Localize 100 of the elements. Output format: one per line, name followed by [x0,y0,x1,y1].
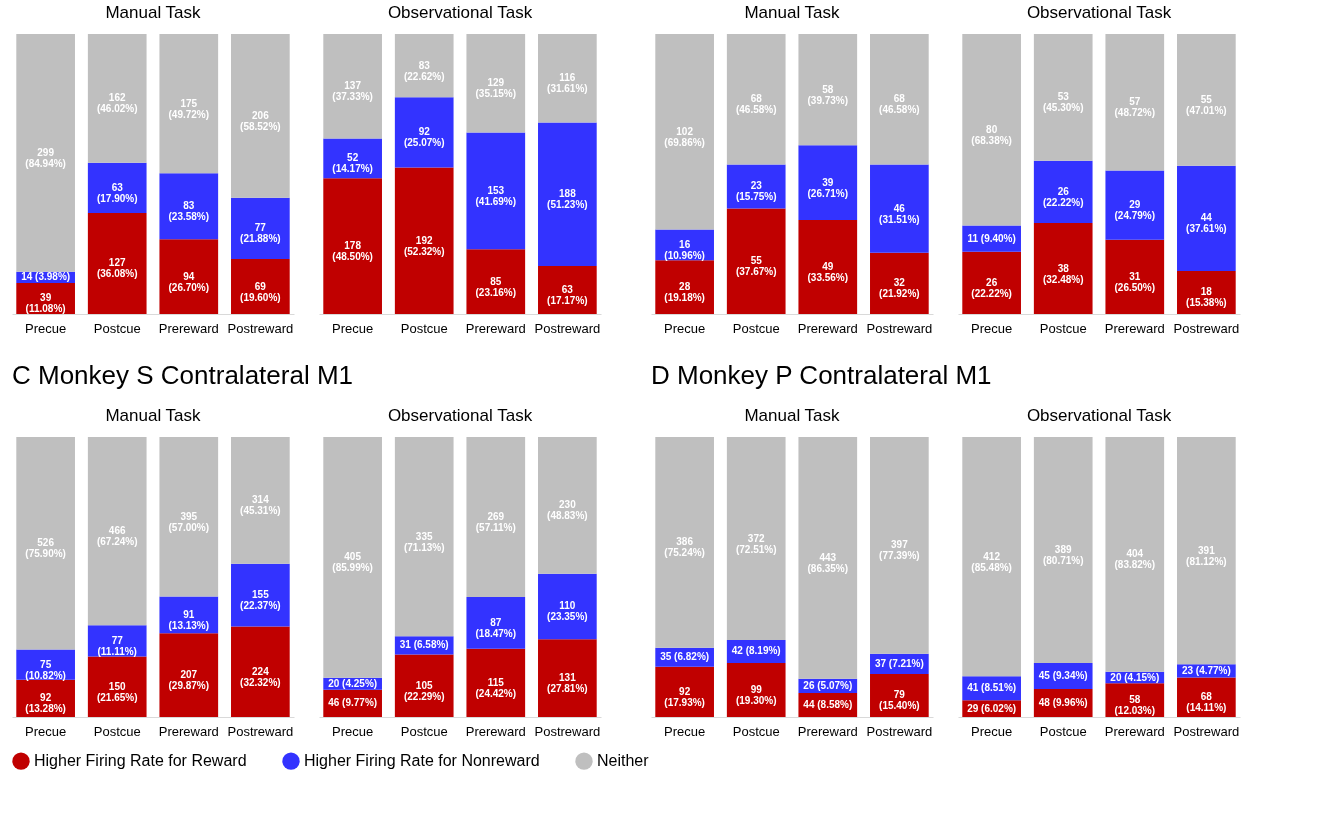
data-label: 69 (19.60%) [240,280,281,303]
data-label: 55 (37.67%) [735,255,777,278]
bar [1033,160,1093,224]
data-label: 68 (46.58%) [879,93,920,116]
data-label: 178 (48.50%) [332,240,373,263]
bar [394,97,454,168]
bar [394,654,454,717]
bar [870,437,929,654]
x-tick-label: Precue [971,320,1013,336]
data-label: 83 (23.58%) [168,200,210,223]
bar [798,34,858,146]
text: D Monkey P Contralateral M1 [651,360,992,390]
x-tick-label: Postcue [732,320,780,336]
bar [538,437,597,574]
bar [870,34,929,165]
chart-title: Manual Task [105,3,202,22]
data-label: 16 (10.96%) [664,238,705,261]
x-tick-label: Precue [332,320,374,336]
bar [726,208,786,314]
bar [231,626,290,717]
data-label: 38 (32.48%) [1042,262,1084,285]
data-label: 32 (21.92%) [879,277,920,300]
data-label: 75 (10.82%) [25,658,66,681]
x-tick-label: Prereward [1104,320,1165,336]
chart-title: Observational Task [1026,406,1172,425]
bar [159,239,219,314]
data-label: 175 (49.72%) [168,97,210,120]
x-tick-label: Postreward [866,723,933,739]
data-label: 389 (80.71%) [1042,543,1084,566]
legend-label: Neither [597,752,650,770]
data-label: 404 (83.82%) [1114,548,1156,571]
data-label: 77 (11.11%) [97,634,137,657]
data-label: 314 (45.31%) [240,494,281,517]
data-label: 41 (8.51%) [967,682,1017,694]
data-label: 153 (41.69%) [475,184,517,207]
bar [394,437,454,637]
bar [962,34,1021,226]
x-tick-label: Postcue [93,723,141,739]
data-label: 94 (26.70%) [168,270,210,293]
data-label: 55 (47.01%) [1186,93,1227,116]
data-label: 224 (32.32%) [240,665,281,688]
bar [231,437,290,564]
data-label: 299 (84.94%) [25,146,66,169]
data-label: 162 (46.02%) [96,92,138,115]
data-label: 206 (58.52%) [240,109,281,132]
bar [1177,34,1236,166]
chart-title: Manual Task [105,406,202,425]
data-label: 412 (85.48%) [971,550,1012,573]
bar [1033,223,1093,314]
data-label: 26 (5.07%) [803,679,853,691]
x-tick-label: Postcue [400,320,448,336]
bar [323,178,382,314]
x-tick-label: Prereward [465,320,526,336]
x-tick-label: Precue [664,723,706,739]
bar [394,167,454,314]
data-label: 99 (19.30%) [735,683,777,706]
x-tick-label: Postreward [1173,723,1240,739]
data-label: 85 (23.16%) [475,275,517,298]
data-label: 386 (75.24%) [664,536,705,559]
data-label: 46 (31.51%) [879,202,920,225]
chart-title: Observational Task [387,3,533,22]
data-label: 49 (33.56%) [807,261,849,284]
bar [655,260,714,314]
data-label: 26 (22.22%) [1042,185,1084,208]
data-label: 39 (11.08%) [25,292,66,315]
data-label: 68 (46.58%) [735,93,777,116]
bar [466,648,526,717]
data-label: 18 (15.38%) [1186,286,1227,309]
data-label: 87 (18.47%) [475,616,517,639]
x-tick-label: Prereward [1104,723,1165,739]
x-tick-label: Postcue [400,723,448,739]
data-label: 443 (86.35%) [807,551,849,574]
data-label: 23 (15.75%) [735,180,777,203]
chart-title: Observational Task [387,406,533,425]
data-label: 131 (27.81%) [547,672,588,695]
chart-title: Manual Task [744,406,841,425]
data-label: 127 (36.08%) [96,257,138,280]
bar [466,34,526,133]
bar [466,132,526,250]
data-label: 405 (85.99%) [332,551,373,574]
data-label: 137 (37.33%) [332,80,373,103]
bar [1033,437,1093,663]
data-label: 35 (6.82%) [660,651,710,663]
data-label: 44 (8.58%) [803,698,853,710]
data-label: 83 (22.62%) [403,59,445,82]
x-tick-label: Prereward [797,723,858,739]
bar [466,249,526,314]
data-label: 29 (24.79%) [1114,199,1156,222]
bar [1105,239,1165,314]
data-label: 42 (8.19%) [731,645,781,657]
data-label: 44 (37.61%) [1186,212,1227,235]
bar [87,212,147,314]
bar [870,164,929,253]
x-tick-label: Prereward [465,723,526,739]
data-label: 46 (9.77%) [328,697,378,709]
data-label: 526 (75.90%) [25,537,66,560]
x-tick-label: Prereward [158,320,219,336]
bar [231,197,290,260]
bar [538,573,597,640]
x-tick-label: Postcue [732,723,780,739]
